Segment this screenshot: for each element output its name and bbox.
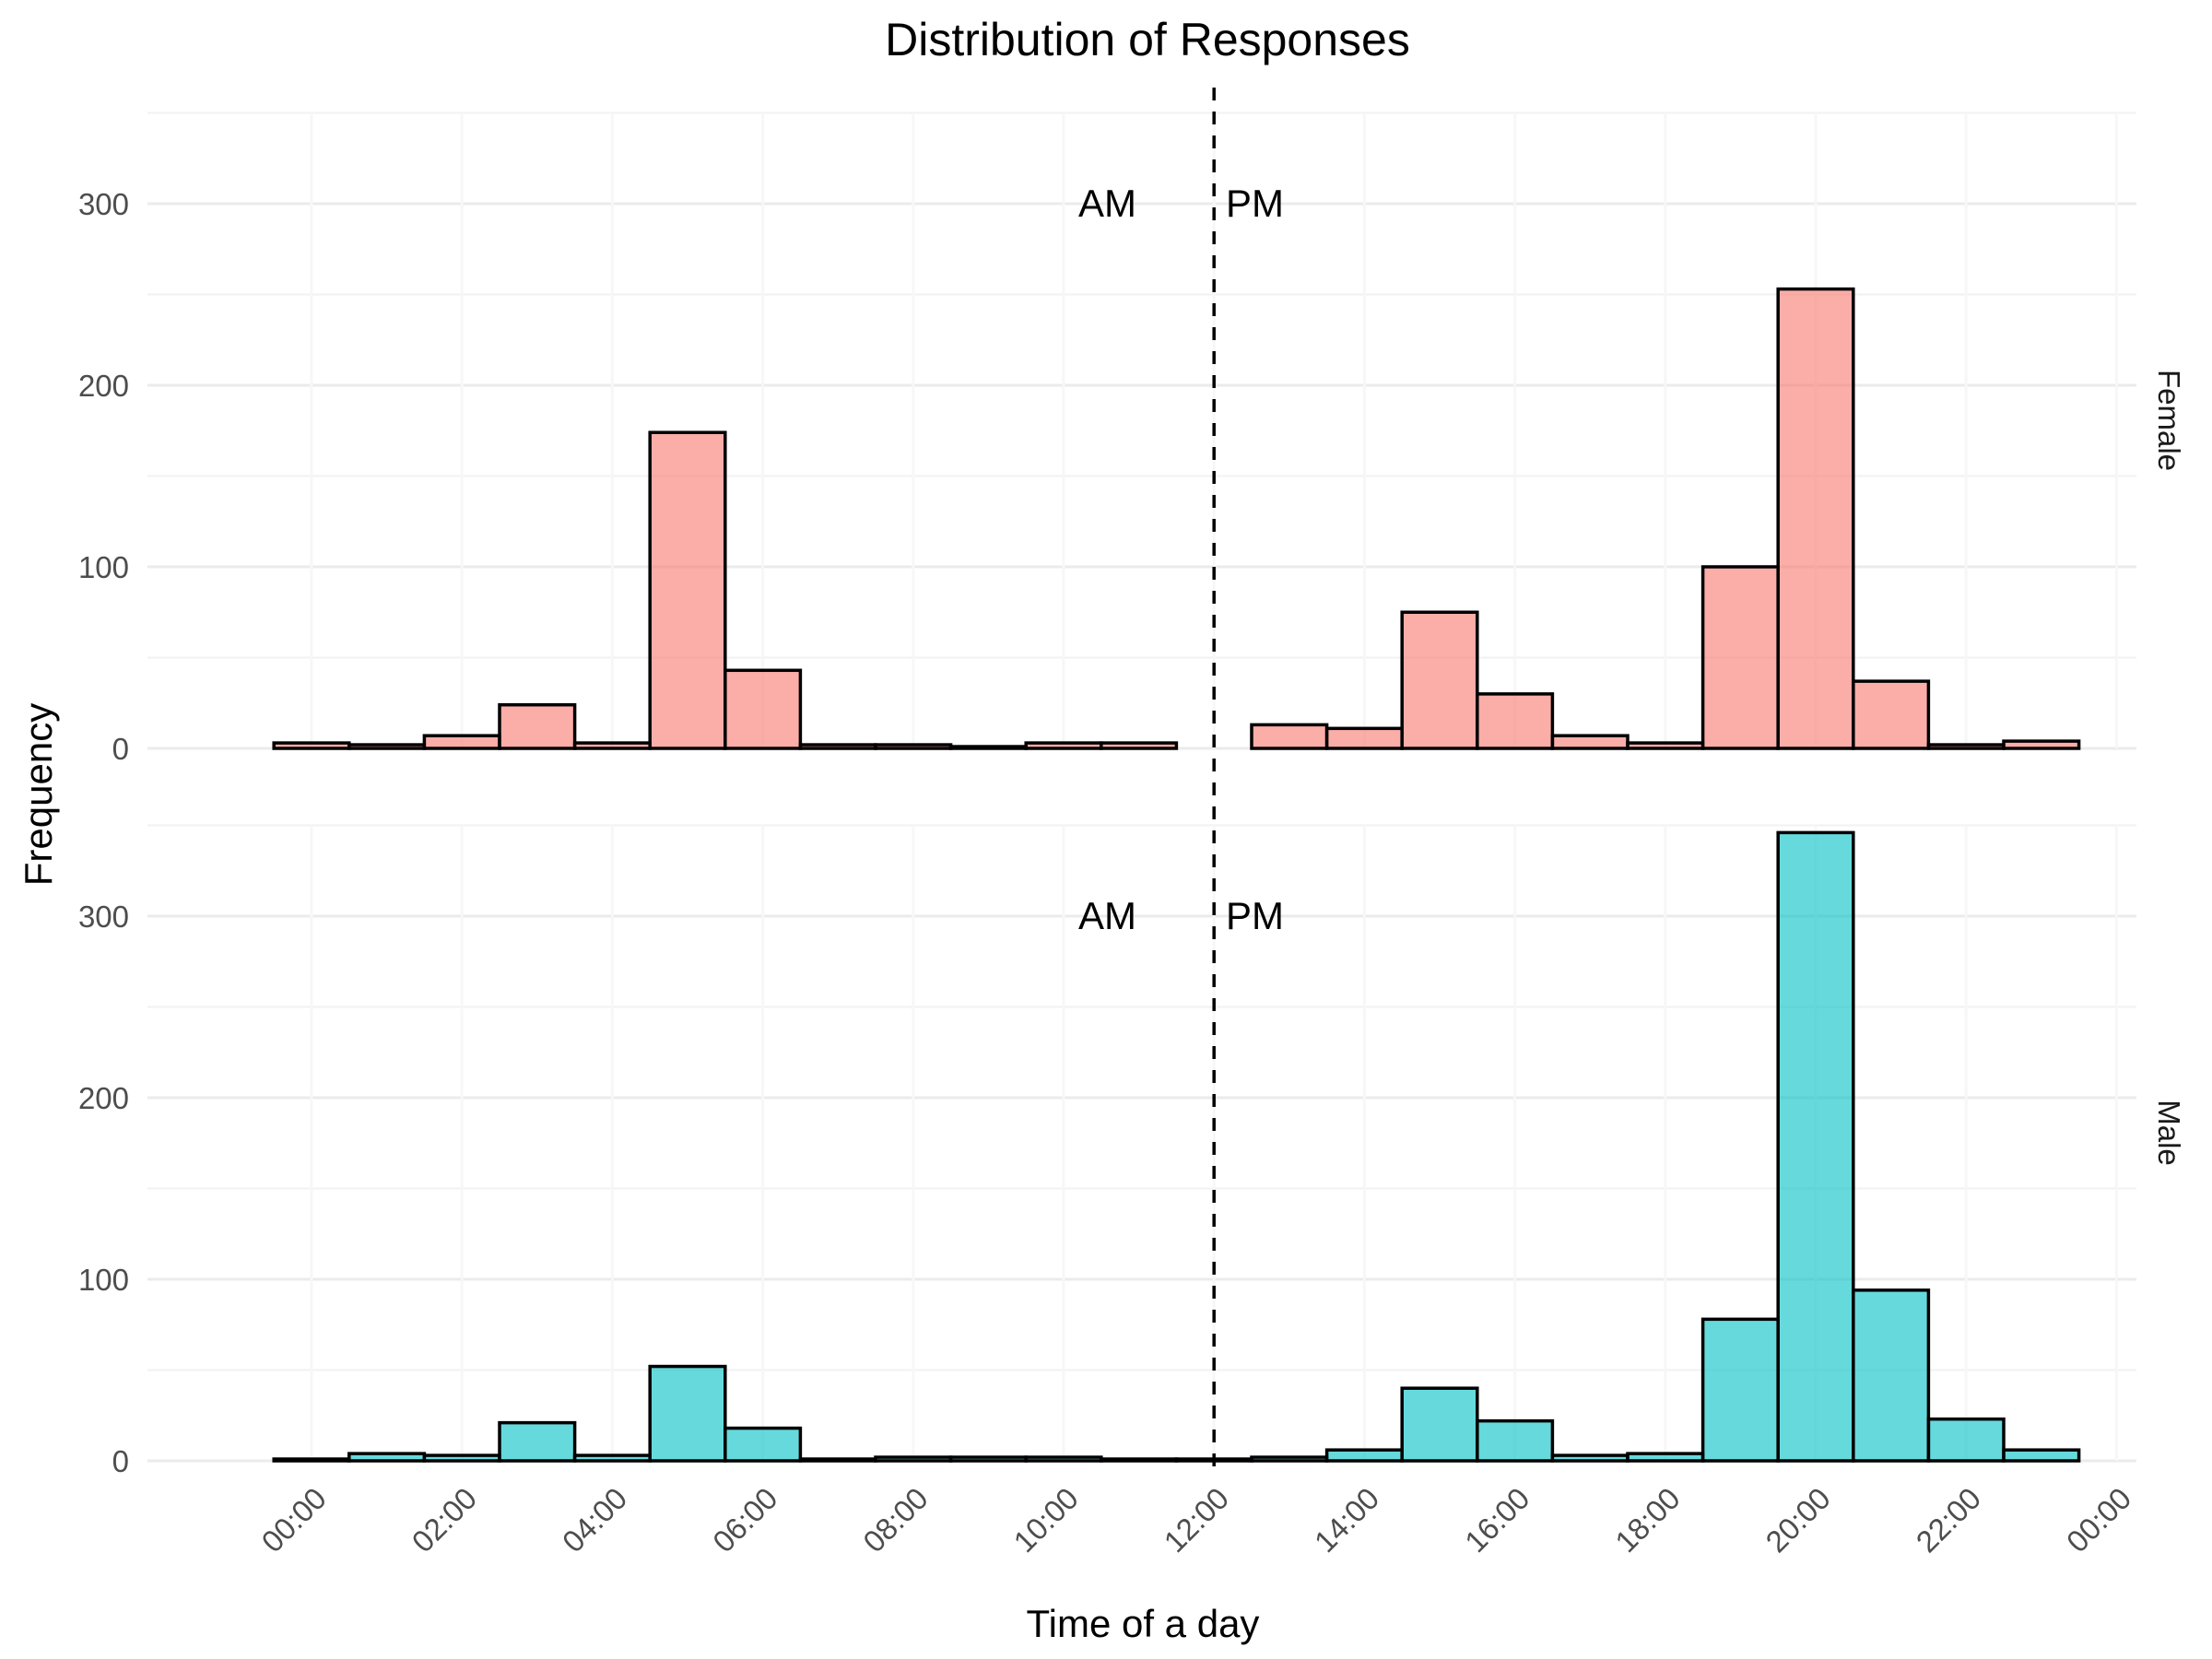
x-tick-label: 14:00 — [1308, 1481, 1386, 1559]
bar-male-10 — [1024, 1455, 1103, 1463]
x-axis-title: Time of a day — [1027, 1602, 1260, 1645]
bar-male-0 — [272, 1457, 351, 1463]
bar-female-13 — [1250, 723, 1329, 750]
bar-male-20 — [1776, 830, 1855, 1463]
bar-female-9 — [948, 745, 1028, 750]
x-tick-label: 06:00 — [706, 1481, 784, 1559]
bar-male-7 — [798, 1457, 877, 1463]
bar-female-18 — [1626, 741, 1705, 750]
bar-female-0 — [272, 741, 351, 750]
bar-male-9 — [948, 1455, 1028, 1463]
panel-female: 0 100 200 300 AM PM Female — [78, 112, 2186, 766]
x-axis-tick-labels: 00:00 02:00 04:00 06:00 08:00 10:00 12:00 14:00… — [254, 1481, 2137, 1559]
y-tick-label: 100 — [78, 1263, 129, 1297]
bar-female-5 — [648, 430, 727, 750]
bar-male-23 — [2002, 1448, 2081, 1463]
x-tick-label: 22:00 — [1910, 1481, 1988, 1559]
y-tick-label: 0 — [112, 1444, 129, 1478]
bar-female-6 — [724, 668, 803, 750]
bar-male-6 — [724, 1426, 803, 1463]
bar-female-22 — [1926, 743, 2006, 750]
bar-female-8 — [874, 743, 953, 750]
bar-male-19 — [1700, 1317, 1780, 1463]
bar-female-21 — [1852, 679, 1931, 750]
x-tick-label: 04:00 — [556, 1481, 634, 1559]
x-tick-label: 12:00 — [1158, 1481, 1236, 1559]
bar-male-15 — [1400, 1386, 1479, 1463]
bar-female-4 — [572, 741, 652, 750]
bar-female-10 — [1024, 741, 1103, 750]
y-tick-label: 200 — [78, 369, 129, 403]
bar-female-15 — [1400, 610, 1479, 750]
bar-male-3 — [498, 1420, 577, 1463]
panel-male: 0 100 200 300 AM PM Male — [78, 824, 2186, 1478]
bar-male-17 — [1550, 1453, 1630, 1463]
bar-male-21 — [1852, 1288, 1931, 1463]
bar-female-20 — [1776, 287, 1855, 750]
x-tick-label: 02:00 — [406, 1481, 484, 1559]
bar-male-22 — [1926, 1417, 2006, 1463]
bar-female-23 — [2002, 739, 2081, 750]
y-axis-title: Frequency — [17, 703, 60, 886]
bar-male-5 — [648, 1364, 727, 1463]
bar-female-19 — [1700, 565, 1780, 750]
am-annotation: AM — [1078, 182, 1136, 225]
bar-male-13 — [1250, 1455, 1329, 1463]
pm-annotation: PM — [1226, 894, 1284, 937]
y-tick-label: 300 — [78, 187, 129, 221]
am-annotation: AM — [1078, 894, 1136, 937]
facet-strip-female: Female — [2152, 370, 2186, 471]
chart-title: Distribution of Responses — [885, 14, 1410, 65]
bar-female-17 — [1550, 734, 1630, 750]
bar-male-4 — [572, 1453, 652, 1463]
bar-female-1 — [347, 743, 427, 750]
bar-female-16 — [1476, 692, 1555, 750]
y-tick-label: 300 — [78, 900, 129, 934]
x-tick-label: 00:00 — [2060, 1481, 2138, 1559]
bar-male-18 — [1626, 1452, 1705, 1463]
bar-female-7 — [798, 743, 877, 750]
facet-panels: 0 100 200 300 AM PM Female 0 100 200 300 AM PM Male — [78, 112, 2186, 1478]
bar-male-11 — [1100, 1457, 1179, 1463]
x-tick-label: 18:00 — [1608, 1481, 1687, 1559]
bar-female-3 — [498, 702, 577, 750]
x-tick-label: 16:00 — [1458, 1481, 1536, 1559]
bar-male-16 — [1476, 1418, 1555, 1463]
x-tick-label: 00:00 — [254, 1481, 333, 1559]
facet-strip-male: Male — [2152, 1100, 2186, 1166]
bar-female-2 — [422, 734, 501, 750]
y-tick-label: 100 — [78, 550, 129, 584]
y-tick-label: 200 — [78, 1081, 129, 1115]
bar-male-1 — [347, 1452, 427, 1463]
bar-female-14 — [1324, 726, 1404, 750]
y-tick-label: 0 — [112, 732, 129, 766]
bar-male-2 — [422, 1453, 501, 1463]
bar-male-8 — [874, 1455, 953, 1463]
bar-female-11 — [1100, 741, 1179, 750]
bar-male-14 — [1324, 1448, 1404, 1463]
x-tick-label: 10:00 — [1006, 1481, 1085, 1559]
pm-annotation: PM — [1226, 182, 1284, 225]
x-tick-label: 20:00 — [1759, 1481, 1837, 1559]
x-tick-label: 08:00 — [856, 1481, 935, 1559]
